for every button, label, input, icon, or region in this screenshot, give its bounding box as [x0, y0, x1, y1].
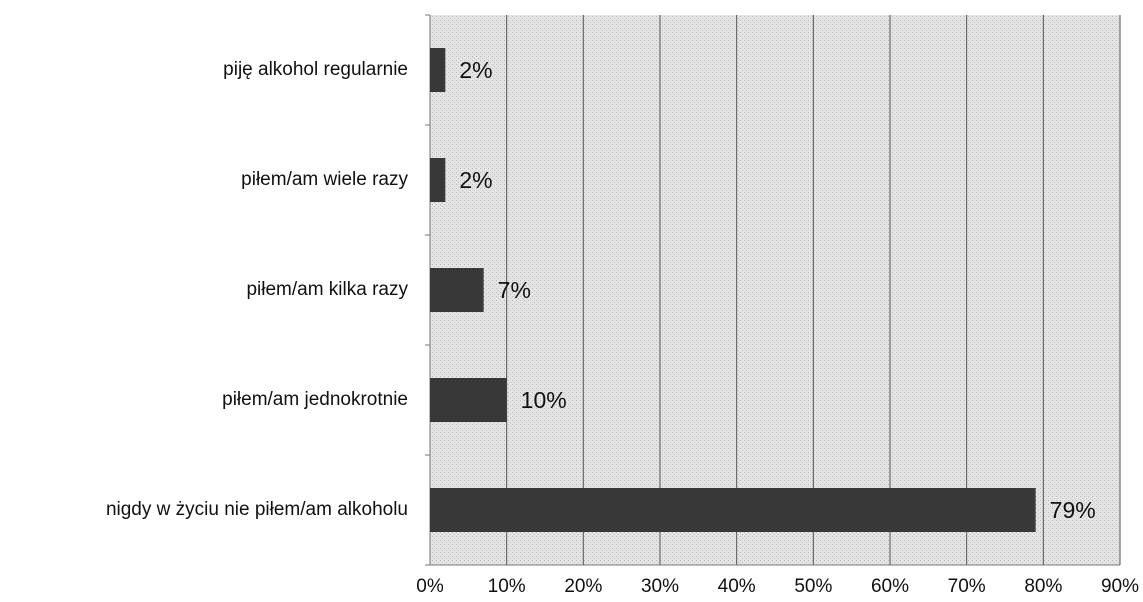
y-tick-label: piłem/am kilka razy — [246, 279, 408, 300]
data-label: 7% — [498, 277, 531, 303]
x-tick-label: 40% — [718, 576, 756, 597]
x-tick-label: 30% — [641, 576, 679, 597]
data-label: 79% — [1050, 497, 1096, 523]
y-tick-label: piję alkohol regularnie — [223, 59, 408, 80]
bar — [430, 378, 507, 422]
x-tick-label: 20% — [564, 576, 602, 597]
x-tick-label: 90% — [1101, 576, 1139, 597]
x-tick-label: 60% — [871, 576, 909, 597]
y-tick-label: nigdy w życiu nie piłem/am alkoholu — [106, 499, 408, 520]
x-tick-label: 50% — [794, 576, 832, 597]
y-tick-label: piłem/am wiele razy — [241, 169, 408, 190]
x-tick-label: 0% — [416, 576, 444, 597]
bar — [430, 268, 484, 312]
data-label: 2% — [459, 57, 492, 83]
x-tick-label: 70% — [948, 576, 986, 597]
y-tick-label: piłem/am jednokrotnie — [222, 389, 408, 410]
data-label: 2% — [459, 167, 492, 193]
bar — [430, 48, 446, 92]
plot-area — [430, 15, 1120, 565]
bar — [430, 158, 446, 202]
data-label: 10% — [521, 387, 567, 413]
x-tick-label: 80% — [1024, 576, 1062, 597]
bar — [430, 488, 1036, 532]
x-tick-label: 10% — [488, 576, 526, 597]
